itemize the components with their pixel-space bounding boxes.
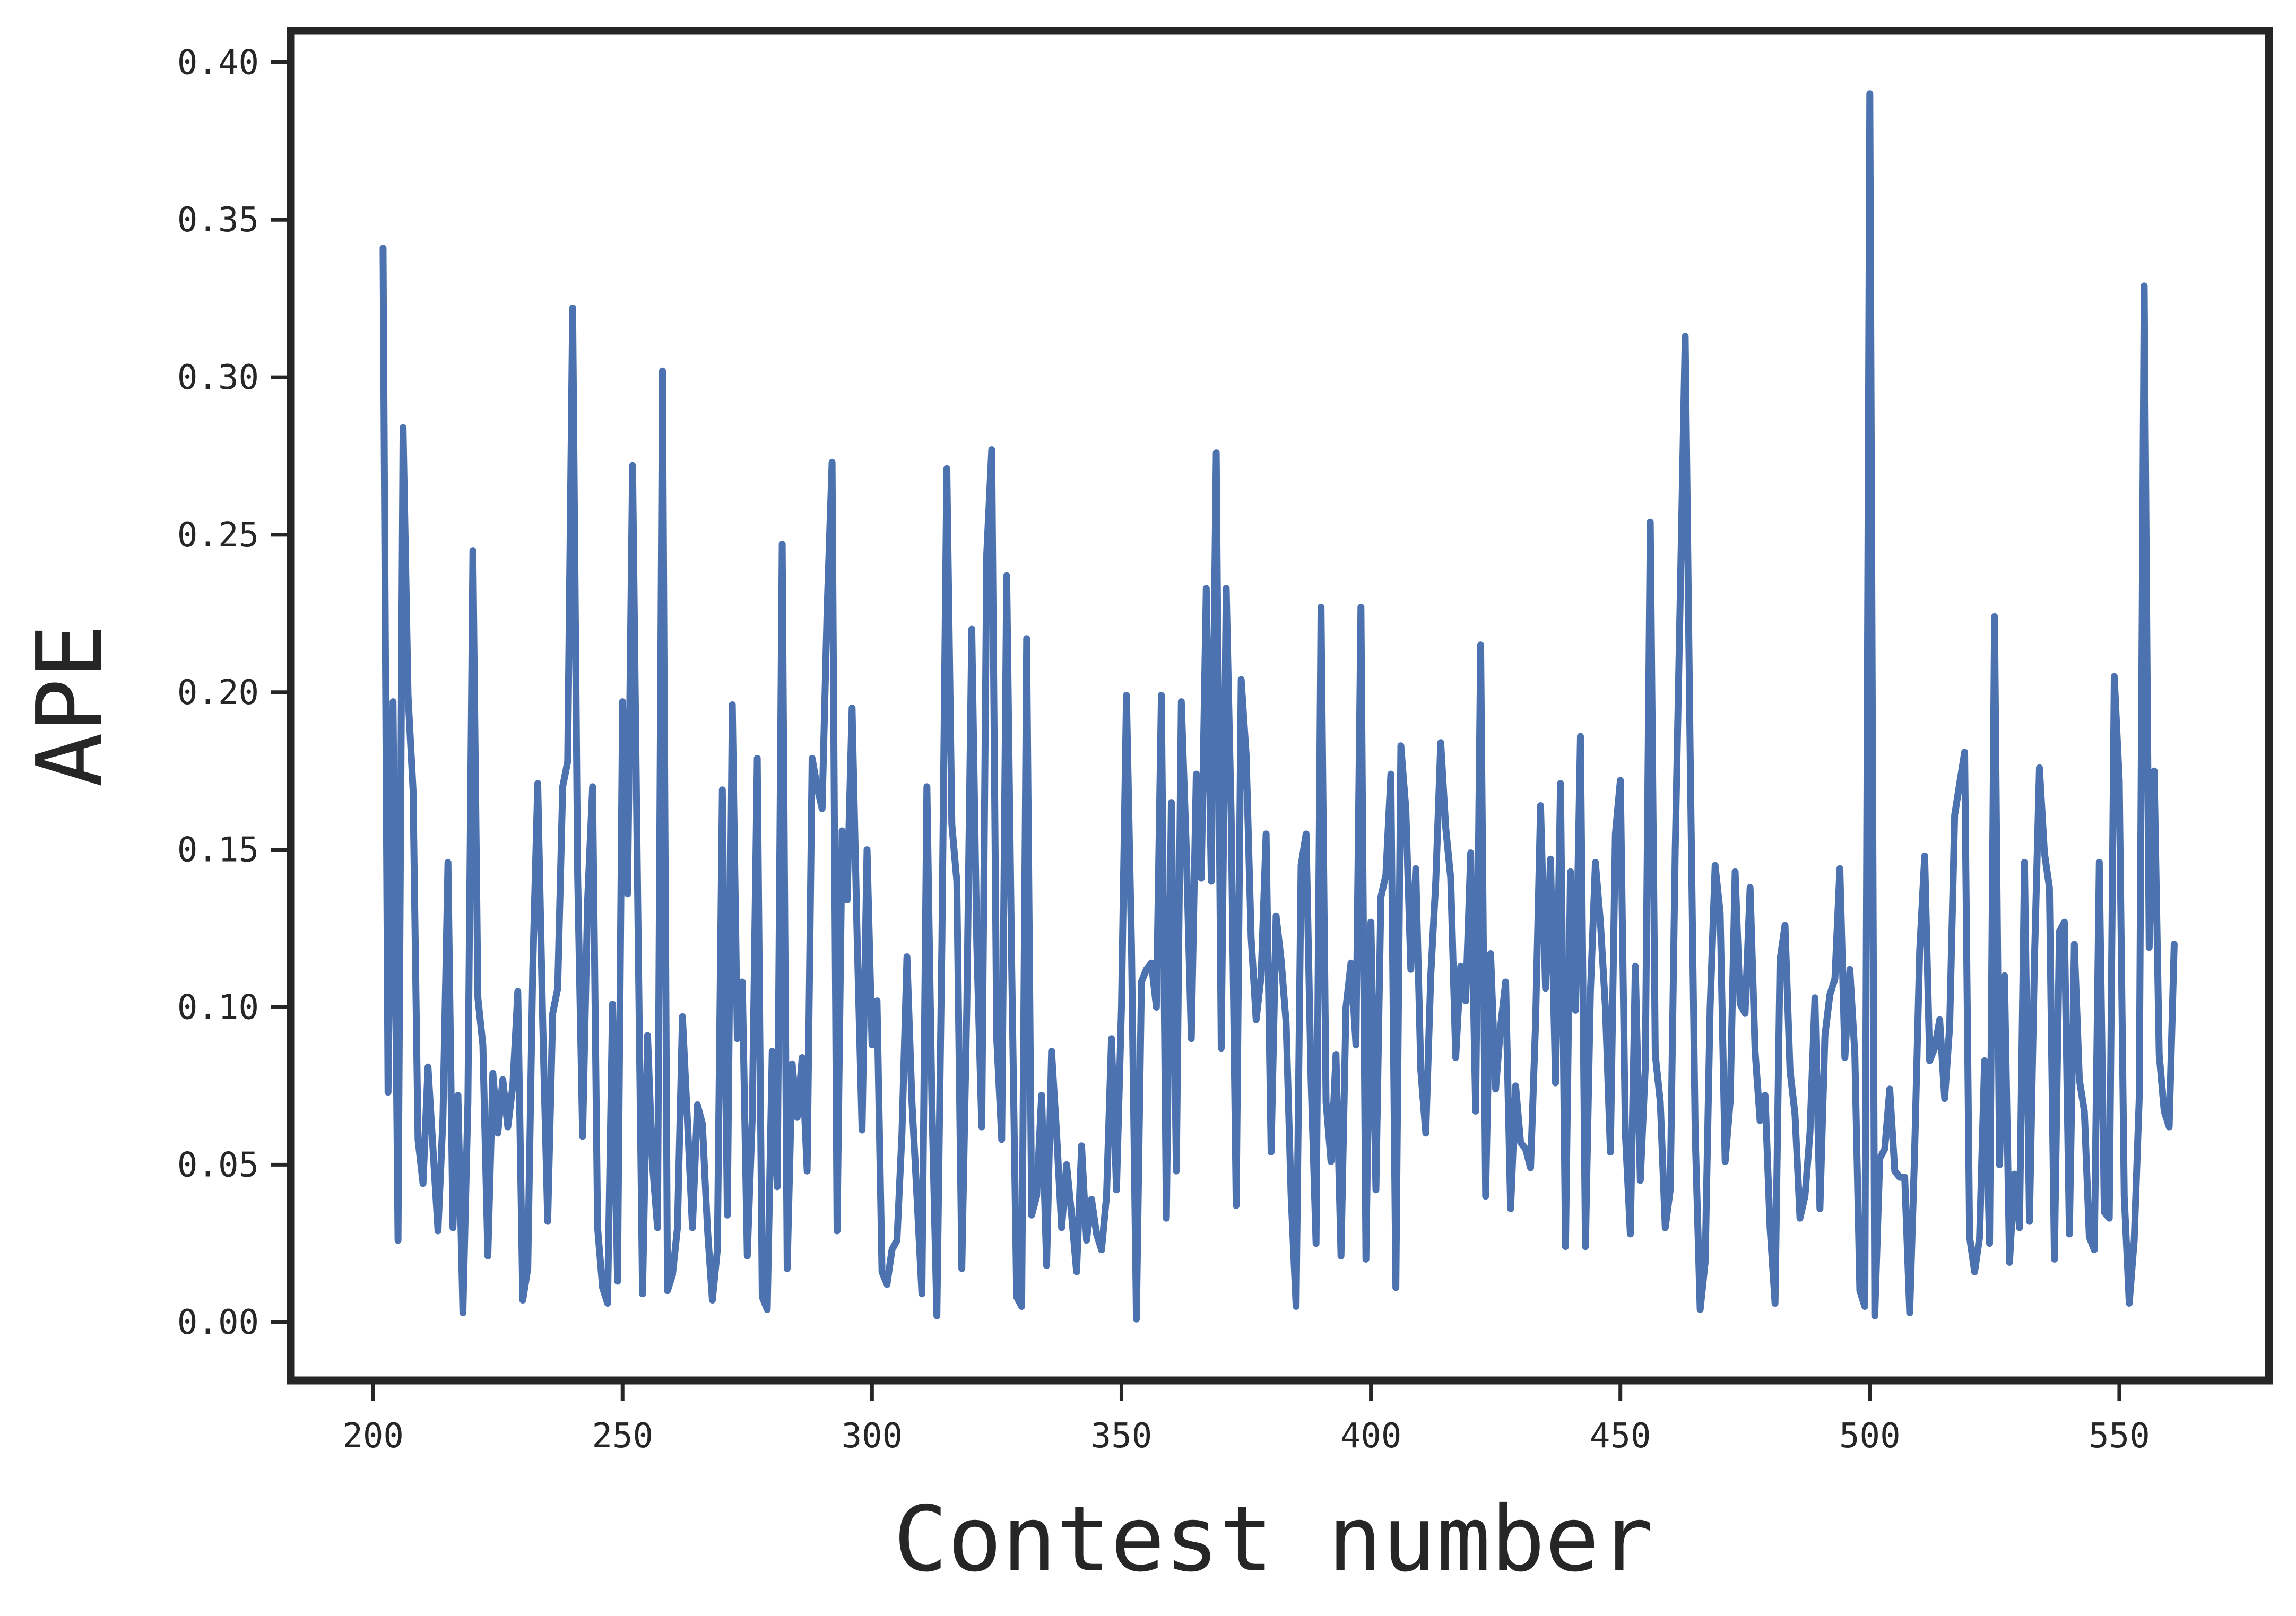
plot-frame <box>287 27 2273 1385</box>
x-tick-label: 300 <box>842 1417 903 1456</box>
series-line <box>379 90 2178 1323</box>
y-tick-label: 0.25 <box>177 516 259 555</box>
y-tick-label: 0.00 <box>177 1303 259 1342</box>
x-axis-title: Contest number <box>894 1487 1654 1592</box>
x-tick-label: 350 <box>1091 1417 1153 1456</box>
y-axis-title: APE <box>18 624 123 787</box>
y-tick-label: 0.40 <box>177 43 259 82</box>
y-tick-label: 0.05 <box>177 1145 259 1185</box>
y-tick-label: 0.15 <box>177 831 259 870</box>
x-tick-label: 250 <box>592 1417 653 1456</box>
y-tick-label: 0.10 <box>177 988 259 1027</box>
x-tick-label: 200 <box>342 1417 404 1456</box>
x-tick-label: 550 <box>2089 1417 2150 1456</box>
x-axis: 200 250 300 350 400 450 500 550 <box>342 1380 2150 1456</box>
y-tick-label: 0.30 <box>177 358 259 397</box>
y-tick-label: 0.20 <box>177 673 259 713</box>
y-axis: 0.00 0.05 0.10 0.15 0.20 0.25 0.30 0.35 0.40 <box>177 43 291 1342</box>
x-tick-label: 500 <box>1839 1417 1901 1456</box>
x-tick-label: 450 <box>1590 1417 1651 1456</box>
y-tick-label: 0.35 <box>177 201 259 240</box>
x-tick-label: 400 <box>1340 1417 1402 1456</box>
